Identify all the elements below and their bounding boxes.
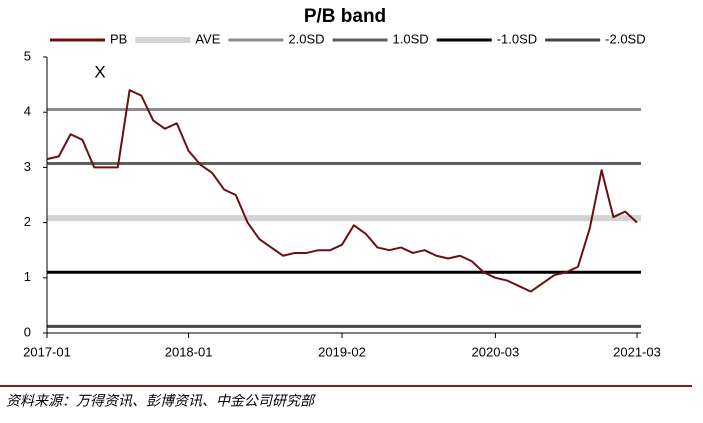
y-tick-label: 4 — [24, 104, 31, 119]
x-tick-label: 2018-01 — [165, 344, 213, 359]
x-tick-label: 2021-03 — [613, 344, 661, 359]
pb-line — [46, 89, 638, 293]
legend-label: 2.0SD — [288, 31, 324, 46]
annotation: X — [94, 62, 105, 81]
x-tick-label: 2020-03 — [472, 344, 520, 359]
y-tick-label: 5 — [24, 48, 31, 63]
legend-label: AVE — [195, 31, 220, 46]
y-tick-label: 1 — [24, 269, 31, 284]
legend-label: -1.0SD — [497, 31, 537, 46]
x-tick-label: 2019-02 — [318, 344, 366, 359]
x-tick-label: 2017-01 — [23, 344, 71, 359]
legend-label: -2.0SD — [605, 31, 645, 46]
source-note: 资料来源：万得资讯、彭博资讯、中金公司研究部 — [6, 393, 316, 409]
legend-label: 1.0SD — [393, 31, 429, 46]
y-tick-label: 2 — [24, 214, 31, 229]
y-tick-label: 0 — [24, 324, 31, 339]
legend-label: PB — [110, 31, 127, 46]
y-tick-label: 3 — [24, 159, 31, 174]
chart-title: P/B band — [304, 6, 386, 27]
